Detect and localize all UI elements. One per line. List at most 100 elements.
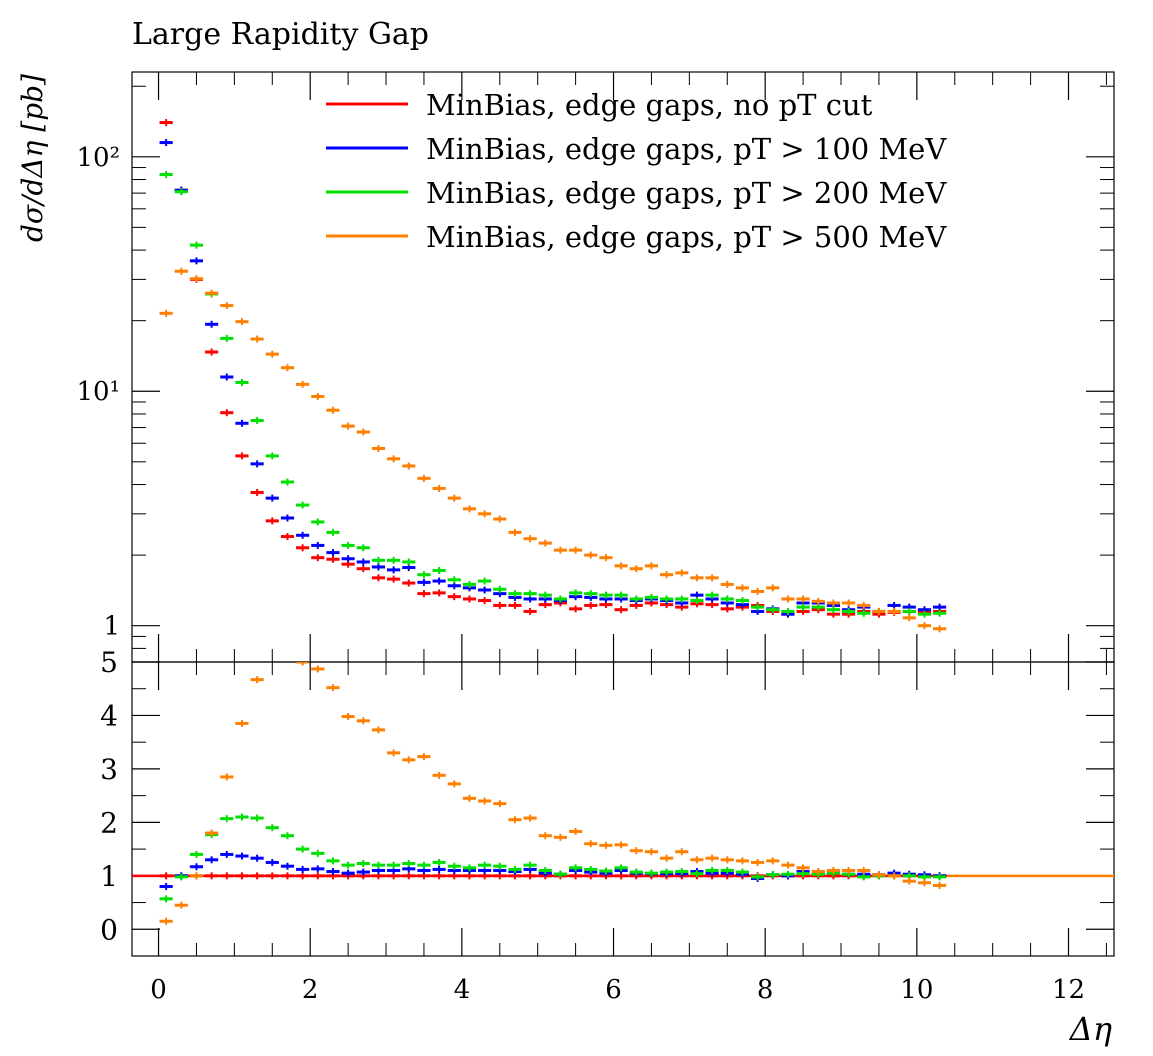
ratio-series-2-point <box>417 861 431 869</box>
ratio-series-2-point <box>432 858 446 866</box>
main-series-3-point <box>781 595 795 603</box>
main-series-2-point <box>735 597 750 605</box>
main-series-3-point <box>235 318 249 326</box>
ratio-series-3-point <box>296 662 310 666</box>
main-series-3-point <box>796 595 810 603</box>
main-series-3-point <box>902 614 916 622</box>
ratio-series-3-point <box>857 866 871 874</box>
ratio-series-3-point <box>902 877 916 885</box>
ratio-series-2-point <box>280 832 295 840</box>
ratio-series-3-point <box>189 872 204 880</box>
main-series-2-point <box>189 241 204 249</box>
main-series-3-point <box>660 571 674 579</box>
main-series-2-point <box>417 571 431 579</box>
main-series-2-point <box>538 591 552 599</box>
main-series-3-point <box>402 462 416 470</box>
ratio-series <box>132 642 1114 925</box>
main-series-2-point <box>842 607 856 615</box>
main-series-2-point <box>508 590 522 598</box>
ratio-series-3-point <box>826 866 841 874</box>
main-series-3-point <box>387 455 401 463</box>
main-series-0-point <box>462 595 477 603</box>
legend-label: MinBias, edge gaps, no pT cut <box>426 88 873 122</box>
main-series-3-point <box>599 554 613 562</box>
ratio-series-1-point <box>432 865 446 873</box>
main-series-1-point <box>447 582 461 590</box>
main-series-2-point <box>933 609 947 617</box>
main-series-2-point <box>462 580 477 588</box>
ratio-series-3-point <box>781 861 795 869</box>
ratio-y-tick-label: 4 <box>100 699 118 732</box>
main-series-0-point <box>402 579 416 587</box>
main-series-3-point <box>356 428 370 436</box>
ratio-series-3-point <box>660 854 674 862</box>
main-series-0-point <box>371 574 386 582</box>
x-tick-label: 10 <box>900 975 933 1005</box>
ratio-series-3-point <box>311 665 325 673</box>
main-series-2-point <box>250 417 264 425</box>
ratio-series-2-point <box>690 870 704 878</box>
main-series-2-point <box>781 607 795 615</box>
main-series-0-point <box>508 601 522 609</box>
main-series-3-point <box>553 546 568 554</box>
x-tick-label: 2 <box>302 975 319 1005</box>
main-series-3-point <box>493 515 507 523</box>
ratio-series-0-point <box>235 872 249 880</box>
ratio-series-2-point <box>781 870 795 878</box>
ratio-series-3-point <box>629 847 643 855</box>
main-series-3-point <box>311 392 325 400</box>
ratio-series-3-point <box>644 848 659 856</box>
main-series-3-point <box>205 289 219 297</box>
main-series-2-point <box>826 606 841 614</box>
main-series-0-point <box>447 593 461 601</box>
ratio-series-2-point <box>720 866 734 874</box>
ratio-series-0-point <box>523 872 537 880</box>
main-series-2-point <box>280 478 295 486</box>
ratio-series-2-point <box>341 861 355 869</box>
main-series-0-point <box>250 488 264 496</box>
main-series-3-point <box>326 406 340 414</box>
ratio-series-2-point <box>493 862 507 870</box>
main-series-1-point <box>432 577 446 585</box>
ratio-series-0-point <box>311 872 325 880</box>
ratio-series-2-point <box>478 861 492 869</box>
main-series-3-point <box>523 535 537 543</box>
ratio-series-2-point <box>675 868 689 876</box>
ratio-series-0-point <box>205 872 219 880</box>
main-series-2-point <box>356 544 370 552</box>
main-series-3-point <box>675 569 689 577</box>
ratio-y-tick-label: 0 <box>100 913 118 946</box>
ratio-series-3-point <box>493 800 507 808</box>
ratio-series-3-point <box>341 713 355 721</box>
ratio-series-3-point <box>462 794 477 802</box>
ratio-series-3-point <box>887 872 901 880</box>
ratio-series-2-point <box>538 866 552 874</box>
ratio-y-tick-label: 3 <box>100 753 118 786</box>
ratio-series-2-point <box>174 873 188 881</box>
ratio-series-2-point <box>629 868 643 876</box>
main-series-0-point <box>159 119 173 127</box>
ratio-series-1-point <box>356 868 370 876</box>
y-tick-label: 10¹ <box>76 377 120 407</box>
main-series-0-point <box>478 597 492 605</box>
main-series-2-point <box>644 593 659 601</box>
main-series-2-point <box>371 556 386 564</box>
main-series-0-point <box>417 590 431 598</box>
main-series-2-point <box>402 558 416 566</box>
main-series-0-point <box>220 409 234 417</box>
ratio-series-3-point <box>402 756 416 764</box>
main-series-2-point <box>569 589 583 597</box>
x-tick-label: 4 <box>454 975 471 1005</box>
ratio-series-3-point <box>281 642 294 649</box>
main-series-2-point <box>387 556 401 564</box>
ratio-series-3-point <box>842 866 856 874</box>
main-series-3-point <box>538 539 552 547</box>
x-tick-label: 6 <box>605 975 622 1005</box>
ratio-series-2-point <box>933 873 947 881</box>
main-series-0-point <box>387 575 401 583</box>
ratio-series-0-point <box>220 872 234 880</box>
ratio-series-3-point <box>508 816 522 824</box>
ratio-series-2-point <box>265 824 279 832</box>
ratio-series-2-point <box>735 868 750 876</box>
